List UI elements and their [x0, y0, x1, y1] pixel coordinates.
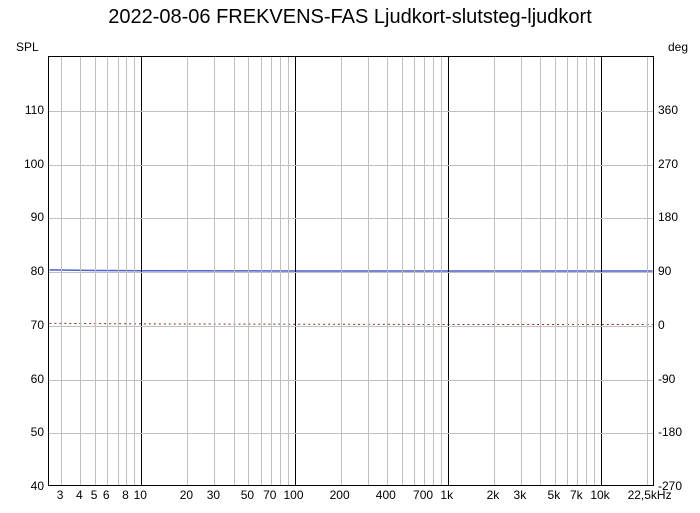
grid-line-h [49, 165, 653, 166]
grid-line-v [387, 57, 388, 485]
x-tick-label: 8 [122, 488, 129, 502]
grid-line-v [555, 57, 556, 485]
grid-line-h [49, 111, 653, 112]
y-right-tick-label: 360 [658, 103, 678, 117]
grid-line-v [341, 57, 342, 485]
grid-line-v [521, 57, 522, 485]
grid-line-v [134, 57, 135, 485]
y-left-tick-label: 60 [31, 372, 44, 386]
y-left-tick-label: 90 [31, 210, 44, 224]
series-phase [49, 323, 652, 324]
grid-line-v [61, 57, 62, 485]
x-tick-label: 100 [284, 488, 304, 502]
grid-line-h [49, 326, 653, 327]
grid-line-v-major [141, 57, 142, 485]
grid-line-v [540, 57, 541, 485]
grid-line-v [118, 57, 119, 485]
x-tick-label: 5k [548, 488, 561, 502]
chart-container: 2022-08-06 FREKVENS-FAS Ljudkort-slutste… [0, 0, 700, 513]
grid-line-v [95, 57, 96, 485]
y-left-tick-label: 100 [24, 157, 44, 171]
grid-line-v [647, 57, 648, 485]
grid-line-v [248, 57, 249, 485]
grid-line-v [271, 57, 272, 485]
grid-line-v [107, 57, 108, 485]
grid-line-v [234, 57, 235, 485]
series-spl [49, 270, 652, 271]
y-left-tick-label: 50 [31, 425, 44, 439]
grid-line-v [80, 57, 81, 485]
x-tick-label: 70 [263, 488, 276, 502]
grid-line-v [214, 57, 215, 485]
grid-line-h [49, 272, 653, 273]
x-tick-label: 50 [241, 488, 254, 502]
chart-title: 2022-08-06 FREKVENS-FAS Ljudkort-slutste… [0, 6, 700, 29]
plot-area [48, 56, 654, 486]
y-right-tick-label: -90 [658, 372, 675, 386]
grid-line-v [280, 57, 281, 485]
x-tick-label: 700 [413, 488, 433, 502]
grid-line-v [594, 57, 595, 485]
grid-line-v-major [295, 57, 296, 485]
y-left-tick-label: 40 [31, 479, 44, 493]
grid-line-v [261, 57, 262, 485]
y-right-tick-label: 180 [658, 210, 678, 224]
grid-line-v [368, 57, 369, 485]
x-unit-label: 22,5kHz [628, 488, 672, 502]
grid-line-h [49, 433, 653, 434]
y-right-tick-label: 270 [658, 157, 678, 171]
grid-line-v-major [448, 57, 449, 485]
grid-line-v [567, 57, 568, 485]
y-left-tick-label: 70 [31, 318, 44, 332]
grid-line-v [126, 57, 127, 485]
grid-line-v [288, 57, 289, 485]
y-left-tick-label: 80 [31, 264, 44, 278]
grid-line-v [441, 57, 442, 485]
x-tick-label: 4 [76, 488, 83, 502]
x-tick-label: 400 [376, 488, 396, 502]
grid-line-v-major [601, 57, 602, 485]
grid-line-v [424, 57, 425, 485]
grid-line-v [402, 57, 403, 485]
y-right-axis-label: deg [668, 40, 688, 54]
x-tick-label: 2k [487, 488, 500, 502]
x-tick-label: 10k [590, 488, 609, 502]
grid-line-h [49, 380, 653, 381]
y-left-tick-label: 110 [25, 103, 44, 117]
grid-line-v [414, 57, 415, 485]
x-tick-label: 5 [91, 488, 98, 502]
x-tick-label: 6 [103, 488, 110, 502]
x-tick-label: 3k [514, 488, 527, 502]
grid-line-v [494, 57, 495, 485]
x-tick-label: 3 [57, 488, 64, 502]
y-right-tick-label: -180 [658, 425, 682, 439]
x-tick-label: 30 [207, 488, 220, 502]
y-left-axis-label: SPL [16, 40, 39, 54]
x-tick-label: 10 [134, 488, 147, 502]
y-right-tick-label: 90 [658, 264, 671, 278]
grid-line-v [577, 57, 578, 485]
grid-line-h [49, 218, 653, 219]
x-tick-label: 1k [440, 488, 453, 502]
x-tick-label: 20 [180, 488, 193, 502]
data-lines-svg [49, 57, 653, 485]
grid-line-v [433, 57, 434, 485]
grid-line-v [586, 57, 587, 485]
x-tick-label: 200 [330, 488, 350, 502]
x-tick-label: 7k [570, 488, 583, 502]
y-right-tick-label: 0 [658, 318, 665, 332]
grid-line-v [187, 57, 188, 485]
